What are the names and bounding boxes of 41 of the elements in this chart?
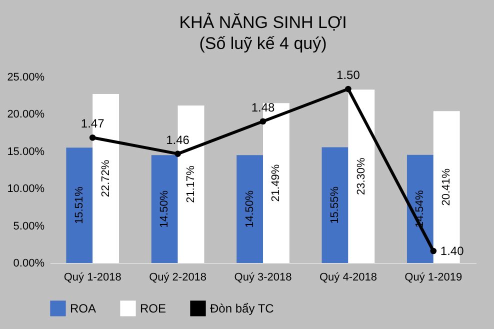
data-label: 1.50 — [336, 68, 360, 82]
point — [174, 150, 181, 157]
legend-label: Đòn bẩy TC — [210, 301, 274, 316]
data-label: 1.40 — [440, 244, 464, 258]
data-label: 1.48 — [251, 100, 275, 114]
data-label: 1.47 — [80, 116, 105, 131]
data-label: 21.49% — [270, 164, 282, 202]
bar — [236, 155, 263, 263]
x-tick-label: Quý 3-2018 — [234, 272, 292, 284]
legend-label: ROA — [70, 301, 96, 316]
x-tick-label: Quý 1-2018 — [64, 272, 122, 284]
data-label: 15.55% — [328, 186, 341, 224]
data-label: 14.50% — [244, 190, 256, 228]
point — [345, 86, 352, 92]
bar — [348, 90, 375, 263]
y-tick-label: 25.00% — [7, 72, 45, 84]
legend-label: ROE — [140, 301, 166, 316]
y-tick-label: 0.00% — [13, 258, 45, 270]
bar — [151, 155, 178, 263]
data-label: 14.50% — [158, 190, 171, 228]
data-label: 22.72% — [100, 160, 112, 198]
point — [89, 134, 96, 141]
chart-title: KHẢ NĂNG SINH LỢI — [179, 12, 347, 32]
y-tick-label: 10.00% — [7, 183, 45, 196]
x-tick-label: Quý 2-2018 — [149, 272, 207, 284]
bar — [66, 148, 93, 263]
data-label: 15.51% — [73, 186, 86, 224]
x-tick-label: Quý 1-2019 — [404, 272, 462, 284]
data-label: 20.41% — [440, 168, 453, 206]
point — [260, 118, 266, 125]
chart-subtitle: (Số luỹ kế 4 quý) — [199, 34, 327, 53]
data-label: 21.17% — [185, 165, 198, 203]
bar — [322, 147, 348, 263]
y-tick-label: 20.00% — [7, 108, 45, 121]
y-tick-label: 15.00% — [7, 146, 45, 158]
point — [430, 248, 437, 254]
y-tick-label: 5.00% — [13, 220, 45, 232]
x-tick-label: Quý 4-2018 — [319, 272, 377, 284]
bar — [406, 154, 434, 263]
data-label: 23.30% — [355, 157, 368, 195]
data-label: 1.46 — [166, 132, 190, 147]
